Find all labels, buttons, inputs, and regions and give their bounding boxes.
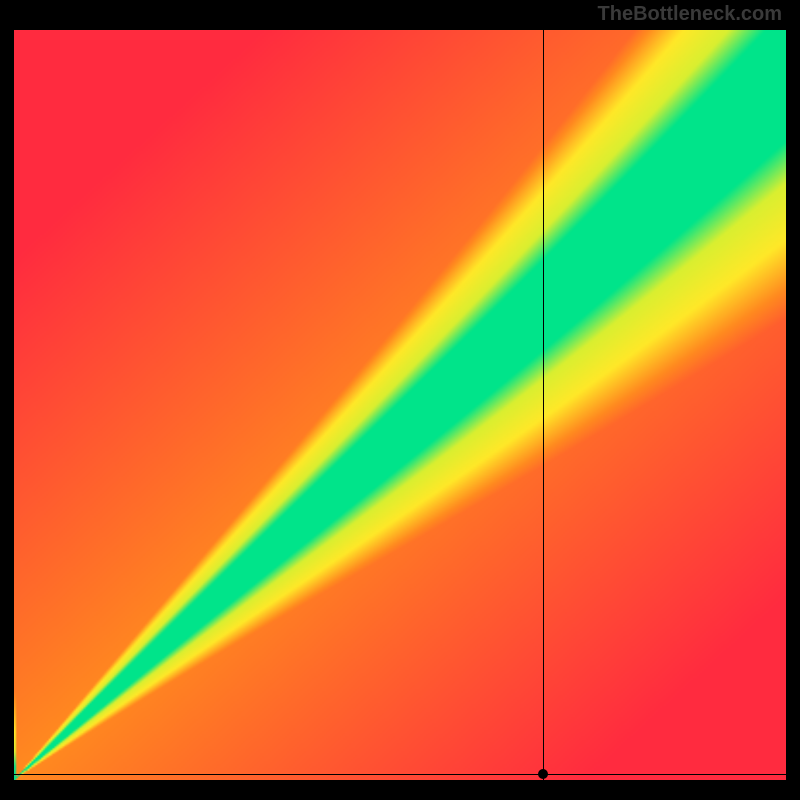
crosshair-horizontal (14, 774, 786, 775)
watermark-text: TheBottleneck.com (598, 3, 782, 26)
heatmap-plot (14, 30, 786, 780)
crosshair-vertical (543, 30, 544, 780)
crosshair-marker (538, 769, 548, 779)
heatmap-canvas (14, 30, 786, 780)
